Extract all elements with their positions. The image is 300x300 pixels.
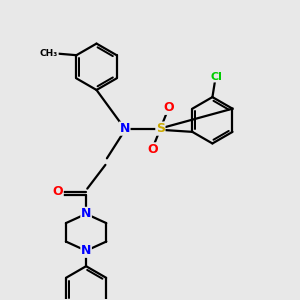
Text: N: N (81, 207, 91, 220)
Text: N: N (81, 244, 91, 257)
Text: S: S (156, 122, 165, 135)
Text: O: O (163, 101, 174, 114)
Text: O: O (147, 143, 158, 156)
Text: Cl: Cl (210, 72, 222, 82)
Text: O: O (52, 185, 63, 198)
Text: N: N (119, 122, 130, 135)
Text: CH₃: CH₃ (40, 49, 58, 58)
